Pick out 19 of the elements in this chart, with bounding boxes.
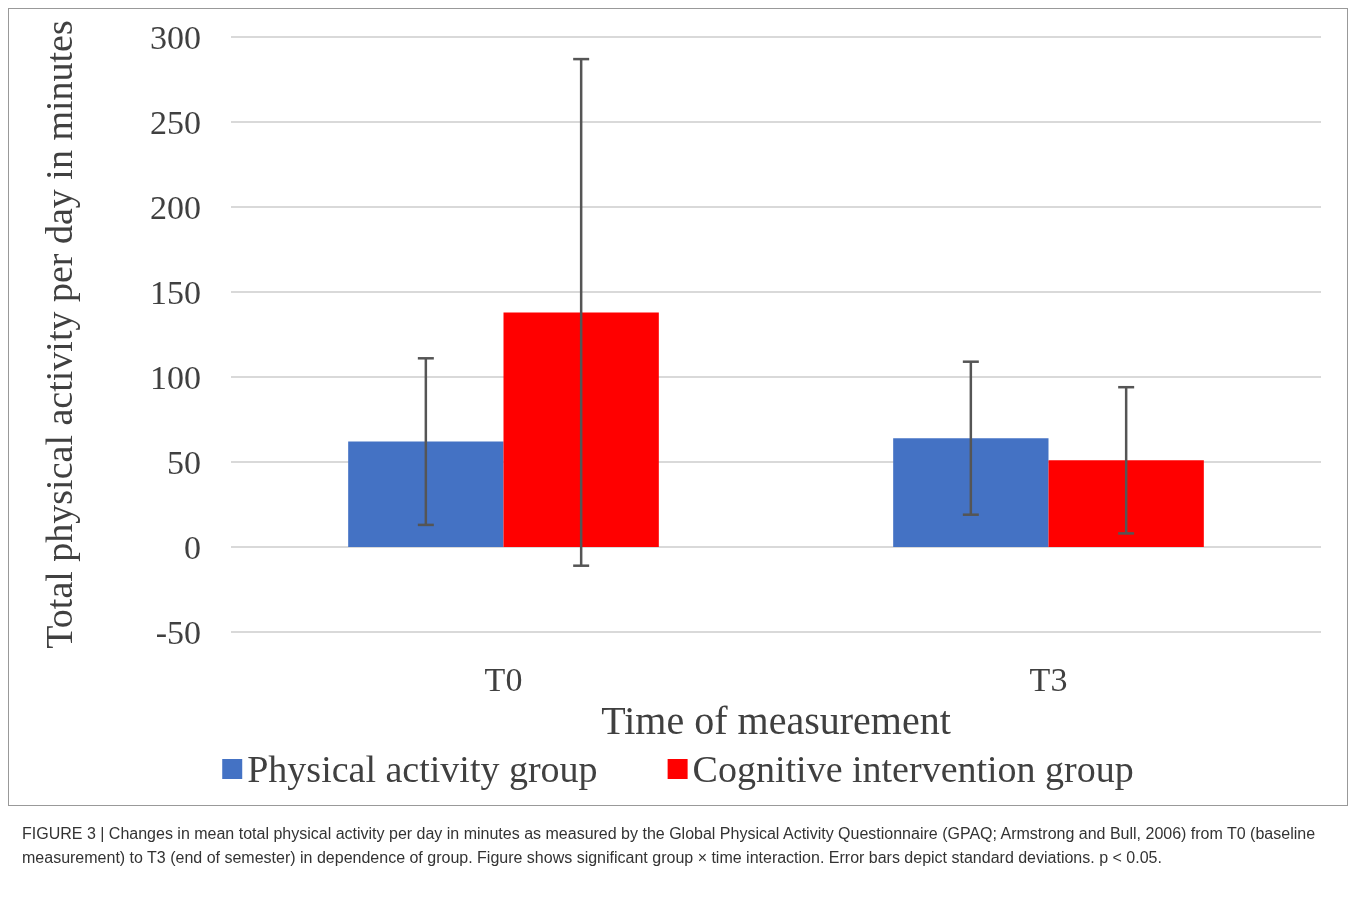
x-axis-title: Time of measurement xyxy=(601,698,951,744)
y-tick-label: 150 xyxy=(150,273,201,311)
bar xyxy=(348,441,504,547)
y-tick-label: 0 xyxy=(184,528,201,566)
legend-label: Cognitive intervention group xyxy=(692,748,1134,790)
x-tick-label: T3 xyxy=(1029,660,1068,698)
bar xyxy=(893,438,1049,547)
legend-label: Physical activity group xyxy=(247,748,598,790)
y-tick-label: 100 xyxy=(150,358,201,396)
y-tick-label: 250 xyxy=(150,103,201,141)
bar xyxy=(1048,460,1204,547)
bar xyxy=(503,312,659,547)
y-tick-label: 200 xyxy=(150,188,201,226)
y-tick-label: -50 xyxy=(155,613,201,651)
x-tick-label: T0 xyxy=(484,660,523,698)
y-tick-label: 50 xyxy=(167,443,201,481)
y-axis-title: Total physical activity per day in minutes xyxy=(38,20,80,649)
caption: FIGURE 3 | Changes in mean total physical activity per day in minutes as measured by the Global Physical Activity Questionnaire (GPAQ; Armstrong and Bull, 2006) from T0 (baseline measurement) to T3 (end of semester) in dependence of group. Figure shows significant group × time interaction. Error bars depict standard deviations. p < 0.05. xyxy=(22,824,1317,868)
y-tick-label: 300 xyxy=(150,18,201,56)
